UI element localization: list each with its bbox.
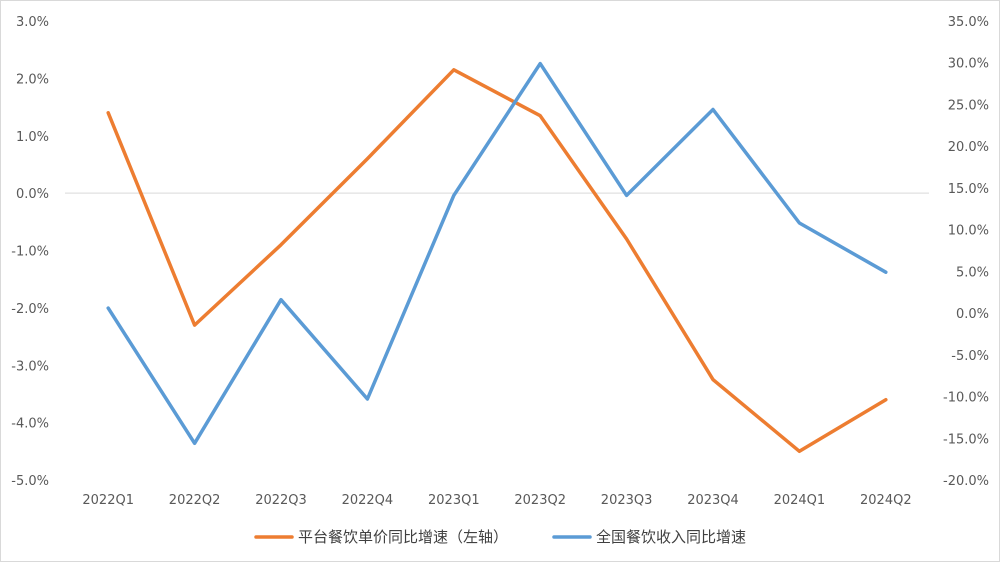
x-axis-category-label: 2023Q1 (428, 493, 480, 508)
series-line-2 (106, 61, 888, 446)
x-axis-category-label: 2023Q4 (687, 493, 739, 508)
legend-label-1: 平台餐饮单价同比增速（左轴） (298, 528, 508, 546)
left-axis-tick-label: -4.0% (11, 417, 49, 432)
x-axis-category-label: 2024Q1 (774, 493, 826, 508)
right-axis-tick-label: 10.0% (948, 224, 989, 239)
x-axis-category-label: 2022Q3 (255, 493, 307, 508)
x-axis-category-label: 2024Q2 (860, 493, 912, 508)
left-axis-tick-label: -5.0% (11, 474, 49, 489)
x-axis-category-label: 2023Q3 (601, 493, 653, 508)
left-axis-tick-label: 1.0% (16, 130, 49, 145)
x-axis-category-label: 2022Q2 (169, 493, 221, 508)
right-axis-tick-label: 30.0% (948, 57, 989, 72)
right-axis-tick-label: 0.0% (956, 307, 989, 322)
series-line-1 (106, 68, 888, 454)
left-axis-tick-label: -2.0% (11, 302, 49, 317)
right-axis-tick-label: 20.0% (948, 140, 989, 155)
right-axis-tick-label: -20.0% (943, 474, 989, 489)
legend-label-2: 全国餐饮收入同比增速 (596, 528, 746, 546)
x-axis-category-label: 2022Q4 (342, 493, 394, 508)
right-axis-tick-label: 25.0% (948, 98, 989, 113)
x-axis-category-label: 2023Q2 (514, 493, 566, 508)
left-axis-tick-label: 3.0% (16, 15, 49, 30)
right-axis-tick-label: -15.0% (943, 432, 989, 447)
left-axis-tick-label: -3.0% (11, 359, 49, 374)
right-axis-tick-label: 15.0% (948, 182, 989, 197)
left-axis-tick-label: 0.0% (16, 187, 49, 202)
right-axis-tick-label: 35.0% (948, 15, 989, 30)
right-axis-tick-label: -10.0% (943, 391, 989, 406)
left-axis-tick-label: 2.0% (16, 72, 49, 87)
right-axis-tick-label: -5.0% (951, 349, 989, 364)
x-axis-category-label: 2022Q1 (82, 493, 134, 508)
left-axis-tick-label: -1.0% (11, 245, 49, 260)
right-axis-tick-label: 5.0% (956, 265, 989, 280)
